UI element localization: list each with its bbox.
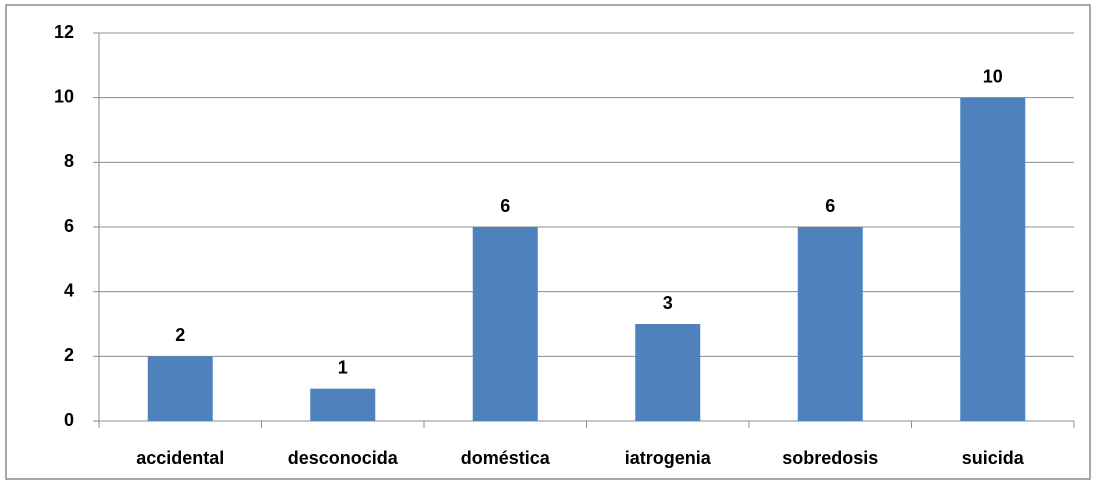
bar	[635, 324, 701, 421]
y-tick-label: 10	[54, 86, 74, 106]
y-tick-label: 6	[64, 216, 74, 236]
x-tick-label: desconocida	[288, 448, 399, 468]
x-tick-label: doméstica	[461, 448, 551, 468]
y-tick-label: 8	[64, 151, 74, 171]
x-tick-label: suicida	[962, 448, 1025, 468]
bar	[147, 356, 213, 421]
x-tick-label: sobredosis	[782, 448, 878, 468]
y-tick-label: 2	[64, 345, 74, 365]
data-label: 2	[175, 325, 185, 345]
y-tick-label: 0	[64, 410, 74, 430]
data-label: 10	[983, 66, 1003, 86]
x-tick-label: accidental	[136, 448, 224, 468]
bar	[797, 227, 863, 421]
y-tick-label: 12	[54, 22, 74, 42]
data-label: 3	[663, 293, 673, 313]
bar	[310, 388, 376, 421]
bar	[960, 97, 1026, 422]
data-label: 6	[825, 196, 835, 216]
x-tick-label: iatrogenia	[625, 448, 712, 468]
bar	[472, 227, 538, 421]
y-tick-label: 4	[64, 280, 74, 300]
data-label: 6	[500, 196, 510, 216]
data-label: 1	[338, 357, 348, 377]
